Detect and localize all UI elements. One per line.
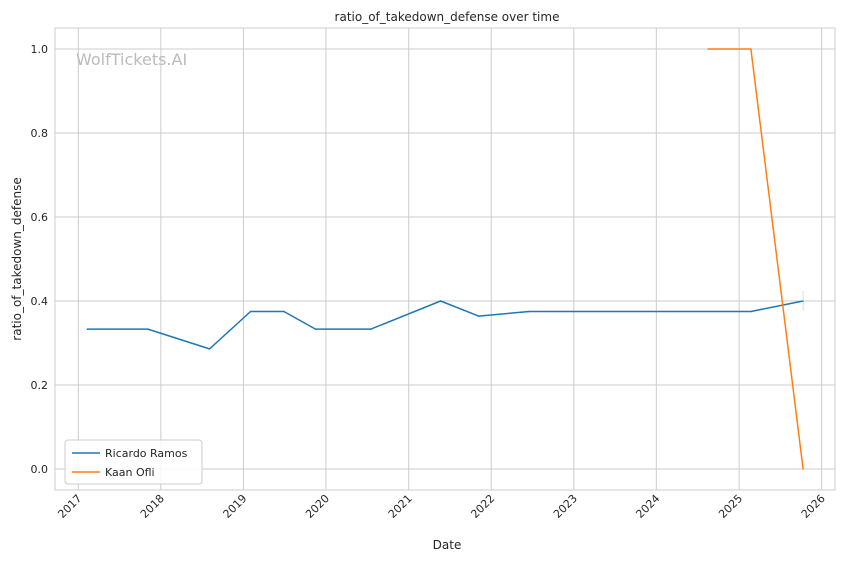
data-point-ricardo-ramos [314,328,317,330]
data-point-kaan-ofli [750,48,752,50]
data-point-ricardo-ramos [477,315,480,317]
y-axis-label: ratio_of_takedown_defense [10,177,24,340]
y-tick-label: 1.0 [31,43,49,56]
legend-label-kaan-ofli: Kaan Ofli [105,466,155,479]
legend: Ricardo Ramos Kaan Ofli [64,439,203,485]
series-line-ricardo-ramos [87,300,804,350]
y-tick-label: 0.0 [31,463,49,476]
y-tick-label: 0.4 [31,295,49,308]
data-point-kaan-ofli [802,468,804,470]
legend-box [64,439,203,485]
data-point-ricardo-ramos [86,328,89,330]
data-point-kaan-ofli [707,48,709,50]
data-point-ricardo-ramos [370,328,372,330]
data-point-ricardo-ramos [249,310,252,313]
grid-lines [55,28,835,490]
watermark: WolfTickets.AI [76,50,187,69]
x-axis-label: Date [433,538,462,552]
y-tick-label: 0.6 [31,211,49,224]
legend-label-ricardo-ramos: Ricardo Ramos [105,447,188,460]
y-tick-labels: 0.0 0.2 0.4 0.6 0.8 1.0 [31,43,49,476]
chart-title: ratio_of_takedown_defense over time [335,10,560,24]
data-point-ricardo-ramos [528,310,531,313]
plot-area-frame [54,27,836,491]
data-point-ricardo-ramos [283,310,285,313]
series-lines [86,48,804,470]
data-point-ricardo-ramos [750,310,752,313]
data-point-ricardo-ramos [147,328,149,330]
y-tick-label: 0.8 [31,127,49,140]
data-point-ricardo-ramos [439,300,442,302]
y-tick-label: 0.2 [31,379,49,392]
data-point-ricardo-ramos [208,348,211,350]
